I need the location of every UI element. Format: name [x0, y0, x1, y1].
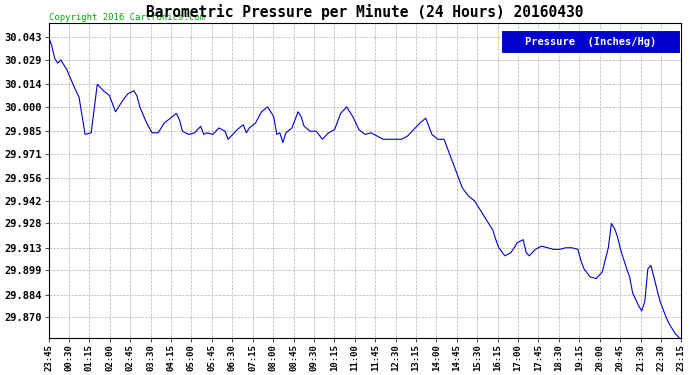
Title: Barometric Pressure per Minute (24 Hours) 20160430: Barometric Pressure per Minute (24 Hours… — [146, 4, 584, 20]
Text: Pressure  (Inches/Hg): Pressure (Inches/Hg) — [525, 36, 656, 46]
Bar — [501, 30, 680, 53]
Text: Copyright 2016 Cartronics.com: Copyright 2016 Cartronics.com — [49, 13, 205, 22]
